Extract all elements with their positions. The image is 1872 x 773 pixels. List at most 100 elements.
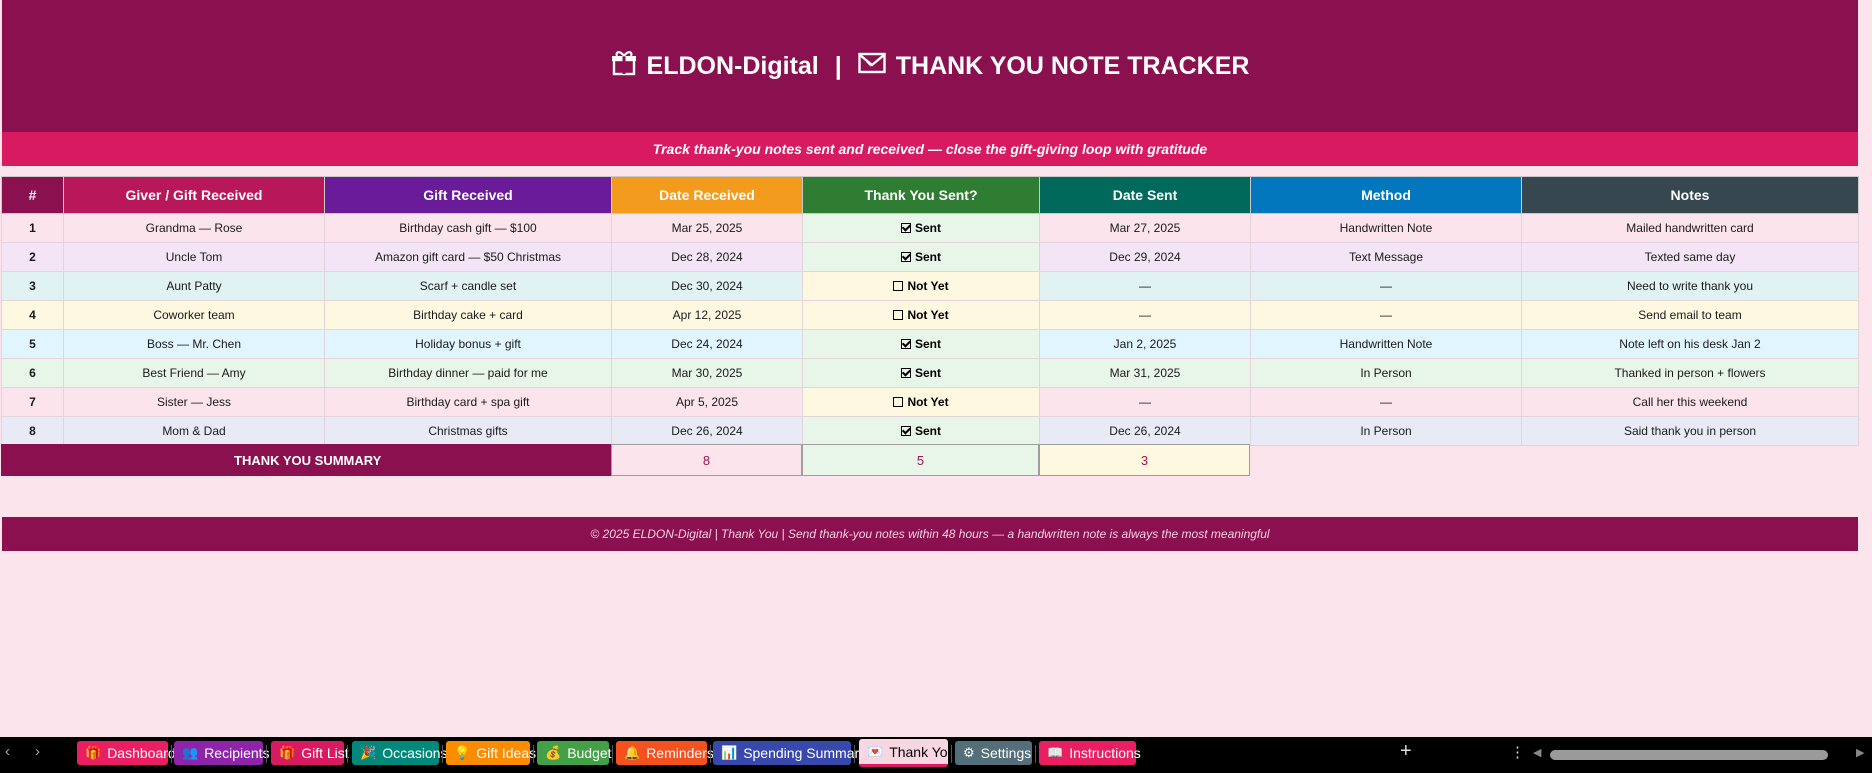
cell-giver[interactable]: Best Friend — Amy xyxy=(63,358,325,388)
scroll-left-icon[interactable]: ◀ xyxy=(1533,747,1542,759)
cell-num[interactable]: 6 xyxy=(1,358,64,388)
cell-num[interactable]: 3 xyxy=(1,271,64,301)
sheet-tab-recipients[interactable]: 👥 Recipients xyxy=(174,741,270,765)
checked-box-icon[interactable] xyxy=(900,367,911,378)
cell-method[interactable]: In Person xyxy=(1250,416,1522,446)
cell-giver[interactable]: Boss — Mr. Chen xyxy=(63,329,325,359)
thank-you-status-cell[interactable]: Sent xyxy=(802,358,1040,388)
sheet-tab-dashboard[interactable]: 🎁 Dashboard xyxy=(77,741,176,765)
cell-giver[interactable]: Coworker team xyxy=(63,300,325,330)
unchecked-box-icon[interactable] xyxy=(893,309,904,320)
cell-method[interactable]: In Person xyxy=(1250,358,1522,388)
cell-num[interactable]: 2 xyxy=(1,242,64,272)
column-header[interactable]: Gift Received xyxy=(324,176,612,214)
sheet-tab-reminders[interactable]: 🔔 Reminders xyxy=(616,741,714,765)
cell-notes[interactable]: Need to write thank you xyxy=(1521,271,1859,301)
horizontal-scrollbar[interactable] xyxy=(1548,750,1848,760)
cell-date-sent[interactable]: Dec 26, 2024 xyxy=(1039,416,1251,446)
cell-date-received[interactable]: Apr 5, 2025 xyxy=(611,387,803,417)
cell-date-received[interactable]: Dec 26, 2024 xyxy=(611,416,803,446)
cell-method[interactable]: — xyxy=(1250,271,1522,301)
sheet-tab-budget[interactable]: 💰 Budget xyxy=(537,741,612,765)
checked-box-icon[interactable] xyxy=(900,425,911,436)
checked-box-icon[interactable] xyxy=(900,338,911,349)
cell-gift[interactable]: Amazon gift card — $50 Christmas xyxy=(324,242,612,272)
cell-date-sent[interactable]: Jan 2, 2025 xyxy=(1039,329,1251,359)
summary-sent-cell[interactable]: 5 xyxy=(802,444,1039,476)
cell-notes[interactable]: Send email to team xyxy=(1521,300,1859,330)
scroll-tabs-left-icon[interactable]: ‹ xyxy=(5,743,10,760)
cell-giver[interactable]: Sister — Jess xyxy=(63,387,325,417)
column-header[interactable]: Method xyxy=(1250,176,1522,214)
cell-method[interactable]: Handwritten Note xyxy=(1250,213,1522,243)
thank-you-status-cell[interactable]: Sent xyxy=(802,329,1040,359)
checked-box-icon[interactable] xyxy=(900,222,911,233)
unchecked-box-icon[interactable] xyxy=(893,396,904,407)
column-header[interactable]: Date Sent xyxy=(1039,176,1251,214)
column-header[interactable]: # xyxy=(1,176,64,214)
cell-giver[interactable]: Mom & Dad xyxy=(63,416,325,446)
scroll-tabs-right-icon[interactable]: › xyxy=(35,743,40,760)
cell-num[interactable]: 1 xyxy=(1,213,64,243)
thank-you-status-cell[interactable]: Not Yet xyxy=(802,387,1040,417)
column-header[interactable]: Date Received xyxy=(611,176,803,214)
sheet-tab-gift-list[interactable]: 🎁 Gift List xyxy=(271,741,349,765)
cell-date-sent[interactable]: Dec 29, 2024 xyxy=(1039,242,1251,272)
cell-num[interactable]: 7 xyxy=(1,387,64,417)
more-options-icon[interactable]: ⋮ xyxy=(1510,744,1525,761)
sheet-tab-thank-you[interactable]: 💌 Thank You xyxy=(859,739,955,767)
unchecked-box-icon[interactable] xyxy=(893,280,904,291)
cell-date-sent[interactable]: — xyxy=(1039,387,1251,417)
checked-box-icon[interactable] xyxy=(900,251,911,262)
cell-gift[interactable]: Christmas gifts xyxy=(324,416,612,446)
column-header[interactable]: Notes xyxy=(1521,176,1859,214)
cell-method[interactable]: Text Message xyxy=(1250,242,1522,272)
cell-date-sent[interactable]: Mar 27, 2025 xyxy=(1039,213,1251,243)
cell-date-sent[interactable]: — xyxy=(1039,271,1251,301)
cell-notes[interactable]: Mailed handwritten card xyxy=(1521,213,1859,243)
cell-gift[interactable]: Birthday cash gift — $100 xyxy=(324,213,612,243)
scroll-right-icon[interactable]: ▶ xyxy=(1856,747,1865,759)
cell-date-received[interactable]: Apr 12, 2025 xyxy=(611,300,803,330)
cell-gift[interactable]: Birthday card + spa gift xyxy=(324,387,612,417)
cell-gift[interactable]: Birthday dinner — paid for me xyxy=(324,358,612,388)
cell-notes[interactable]: Thanked in person + flowers xyxy=(1521,358,1859,388)
thank-you-status-cell[interactable]: Not Yet xyxy=(802,300,1040,330)
column-header[interactable]: Giver / Gift Received xyxy=(63,176,325,214)
cell-notes[interactable]: Said thank you in person xyxy=(1521,416,1859,446)
cell-date-received[interactable]: Mar 25, 2025 xyxy=(611,213,803,243)
sheet-tab-spending-summary[interactable]: 📊 Spending Summary xyxy=(713,741,866,765)
cell-gift[interactable]: Holiday bonus + gift xyxy=(324,329,612,359)
cell-num[interactable]: 4 xyxy=(1,300,64,330)
cell-date-sent[interactable]: Mar 31, 2025 xyxy=(1039,358,1251,388)
cell-giver[interactable]: Uncle Tom xyxy=(63,242,325,272)
cell-notes[interactable]: Note left on his desk Jan 2 xyxy=(1521,329,1859,359)
thank-you-status-cell[interactable]: Sent xyxy=(802,242,1040,272)
cell-date-received[interactable]: Dec 24, 2024 xyxy=(611,329,803,359)
summary-total-cell[interactable]: 8 xyxy=(611,444,802,476)
summary-label-cell[interactable]: THANK YOU SUMMARY xyxy=(1,444,611,476)
cell-method[interactable]: — xyxy=(1250,387,1522,417)
add-sheet-icon[interactable]: + xyxy=(1400,740,1412,762)
sheet-tab-instructions[interactable]: 📖 Instructions xyxy=(1039,741,1141,765)
scrollbar-thumb[interactable] xyxy=(1550,750,1828,760)
cell-date-received[interactable]: Dec 28, 2024 xyxy=(611,242,803,272)
cell-date-sent[interactable]: — xyxy=(1039,300,1251,330)
sheet-tab-settings[interactable]: ⚙ Settings xyxy=(955,741,1032,765)
cell-method[interactable]: — xyxy=(1250,300,1522,330)
cell-date-received[interactable]: Dec 30, 2024 xyxy=(611,271,803,301)
sheet-tab-gift-ideas[interactable]: 💡 Gift Ideas xyxy=(446,741,536,765)
thank-you-status-cell[interactable]: Sent xyxy=(802,213,1040,243)
cell-gift[interactable]: Birthday cake + card xyxy=(324,300,612,330)
cell-giver[interactable]: Aunt Patty xyxy=(63,271,325,301)
summary-not-yet-cell[interactable]: 3 xyxy=(1039,444,1250,476)
cell-num[interactable]: 8 xyxy=(1,416,64,446)
sheet-tab-occasions[interactable]: 🎉 Occasions xyxy=(352,741,448,765)
cell-notes[interactable]: Call her this weekend xyxy=(1521,387,1859,417)
cell-notes[interactable]: Texted same day xyxy=(1521,242,1859,272)
cell-giver[interactable]: Grandma — Rose xyxy=(63,213,325,243)
thank-you-status-cell[interactable]: Sent xyxy=(802,416,1040,446)
thank-you-status-cell[interactable]: Not Yet xyxy=(802,271,1040,301)
column-header[interactable]: Thank You Sent? xyxy=(802,176,1040,214)
cell-num[interactable]: 5 xyxy=(1,329,64,359)
